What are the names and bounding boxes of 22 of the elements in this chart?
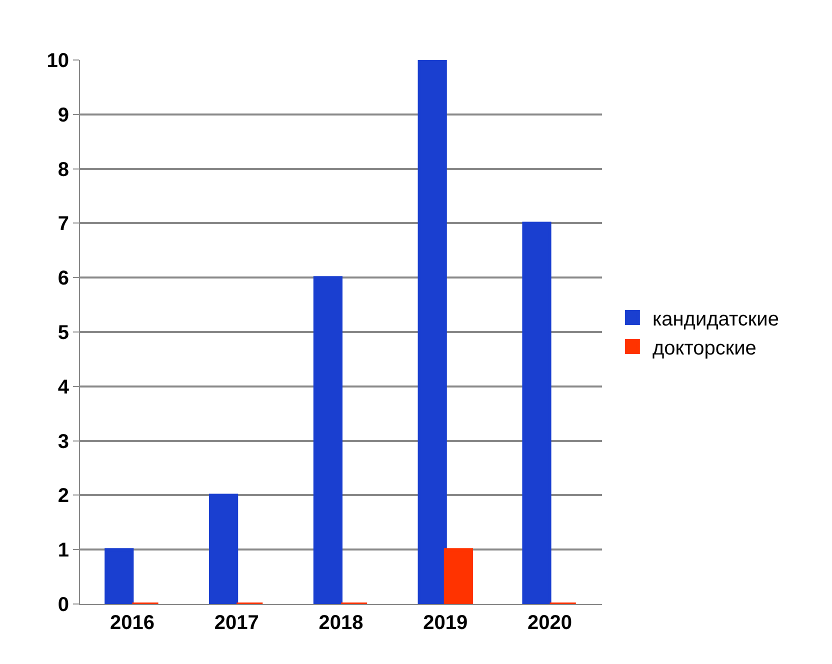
bar — [209, 494, 238, 604]
y-tick-label: 6 — [58, 268, 69, 290]
y-tick-label: 5 — [58, 322, 69, 344]
y-tick-label: 3 — [58, 430, 69, 453]
y-tick-label: 9 — [58, 104, 69, 126]
legend-label: докторские — [652, 337, 756, 360]
legend-label: кандидатские — [652, 308, 779, 330]
bar — [104, 548, 134, 604]
y-tick-label: 10 — [46, 50, 69, 72]
y-tick-label: 1 — [58, 540, 69, 562]
y-tick-label: 0 — [58, 594, 69, 616]
y-tick-label: 8 — [58, 158, 69, 181]
x-tick-label: 2018 — [318, 612, 364, 634]
bar — [313, 276, 342, 604]
x-tick-label: 2019 — [423, 612, 468, 634]
y-tick-label: 4 — [58, 376, 70, 398]
y-tick-label: 7 — [58, 213, 69, 236]
bar — [522, 222, 552, 604]
y-tick-label: 2 — [58, 485, 69, 508]
x-tick-label: 2017 — [214, 612, 259, 634]
x-tick-label: 2016 — [110, 612, 154, 634]
x-tick-label: 2020 — [528, 612, 572, 634]
